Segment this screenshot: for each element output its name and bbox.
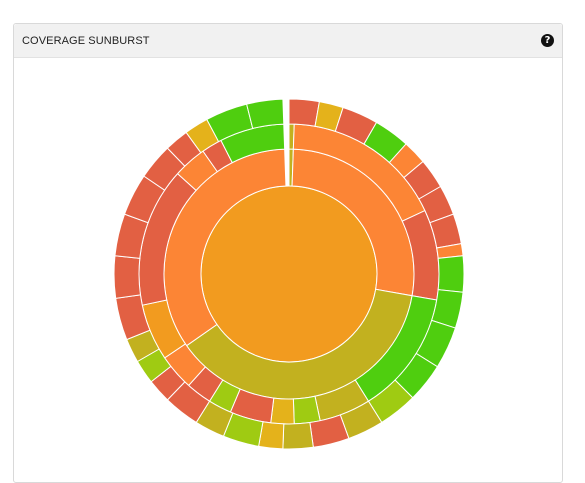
sunburst-segment-l2-6[interactable] [270,397,295,425]
panel-header: COVERAGE SUNBURST ? [14,24,562,58]
sunburst-segment-l3-9[interactable] [437,255,465,293]
chart-area [14,58,562,482]
sunburst-segment-l0-0[interactable] [200,185,378,363]
sunburst-segment-l3-25[interactable] [113,255,142,299]
sunburst-chart[interactable] [14,58,562,482]
coverage-sunburst-panel: COVERAGE SUNBURST ? [13,23,563,483]
question-circle-icon[interactable]: ? [541,34,554,47]
sunburst-segment-l3-32[interactable] [246,98,285,130]
sunburst-segment-l2-5[interactable] [292,395,321,425]
sunburst-segment-l3-0[interactable] [288,98,320,127]
panel-title: COVERAGE SUNBURST [22,34,150,47]
sunburst-segment-l3-16[interactable] [282,421,314,450]
